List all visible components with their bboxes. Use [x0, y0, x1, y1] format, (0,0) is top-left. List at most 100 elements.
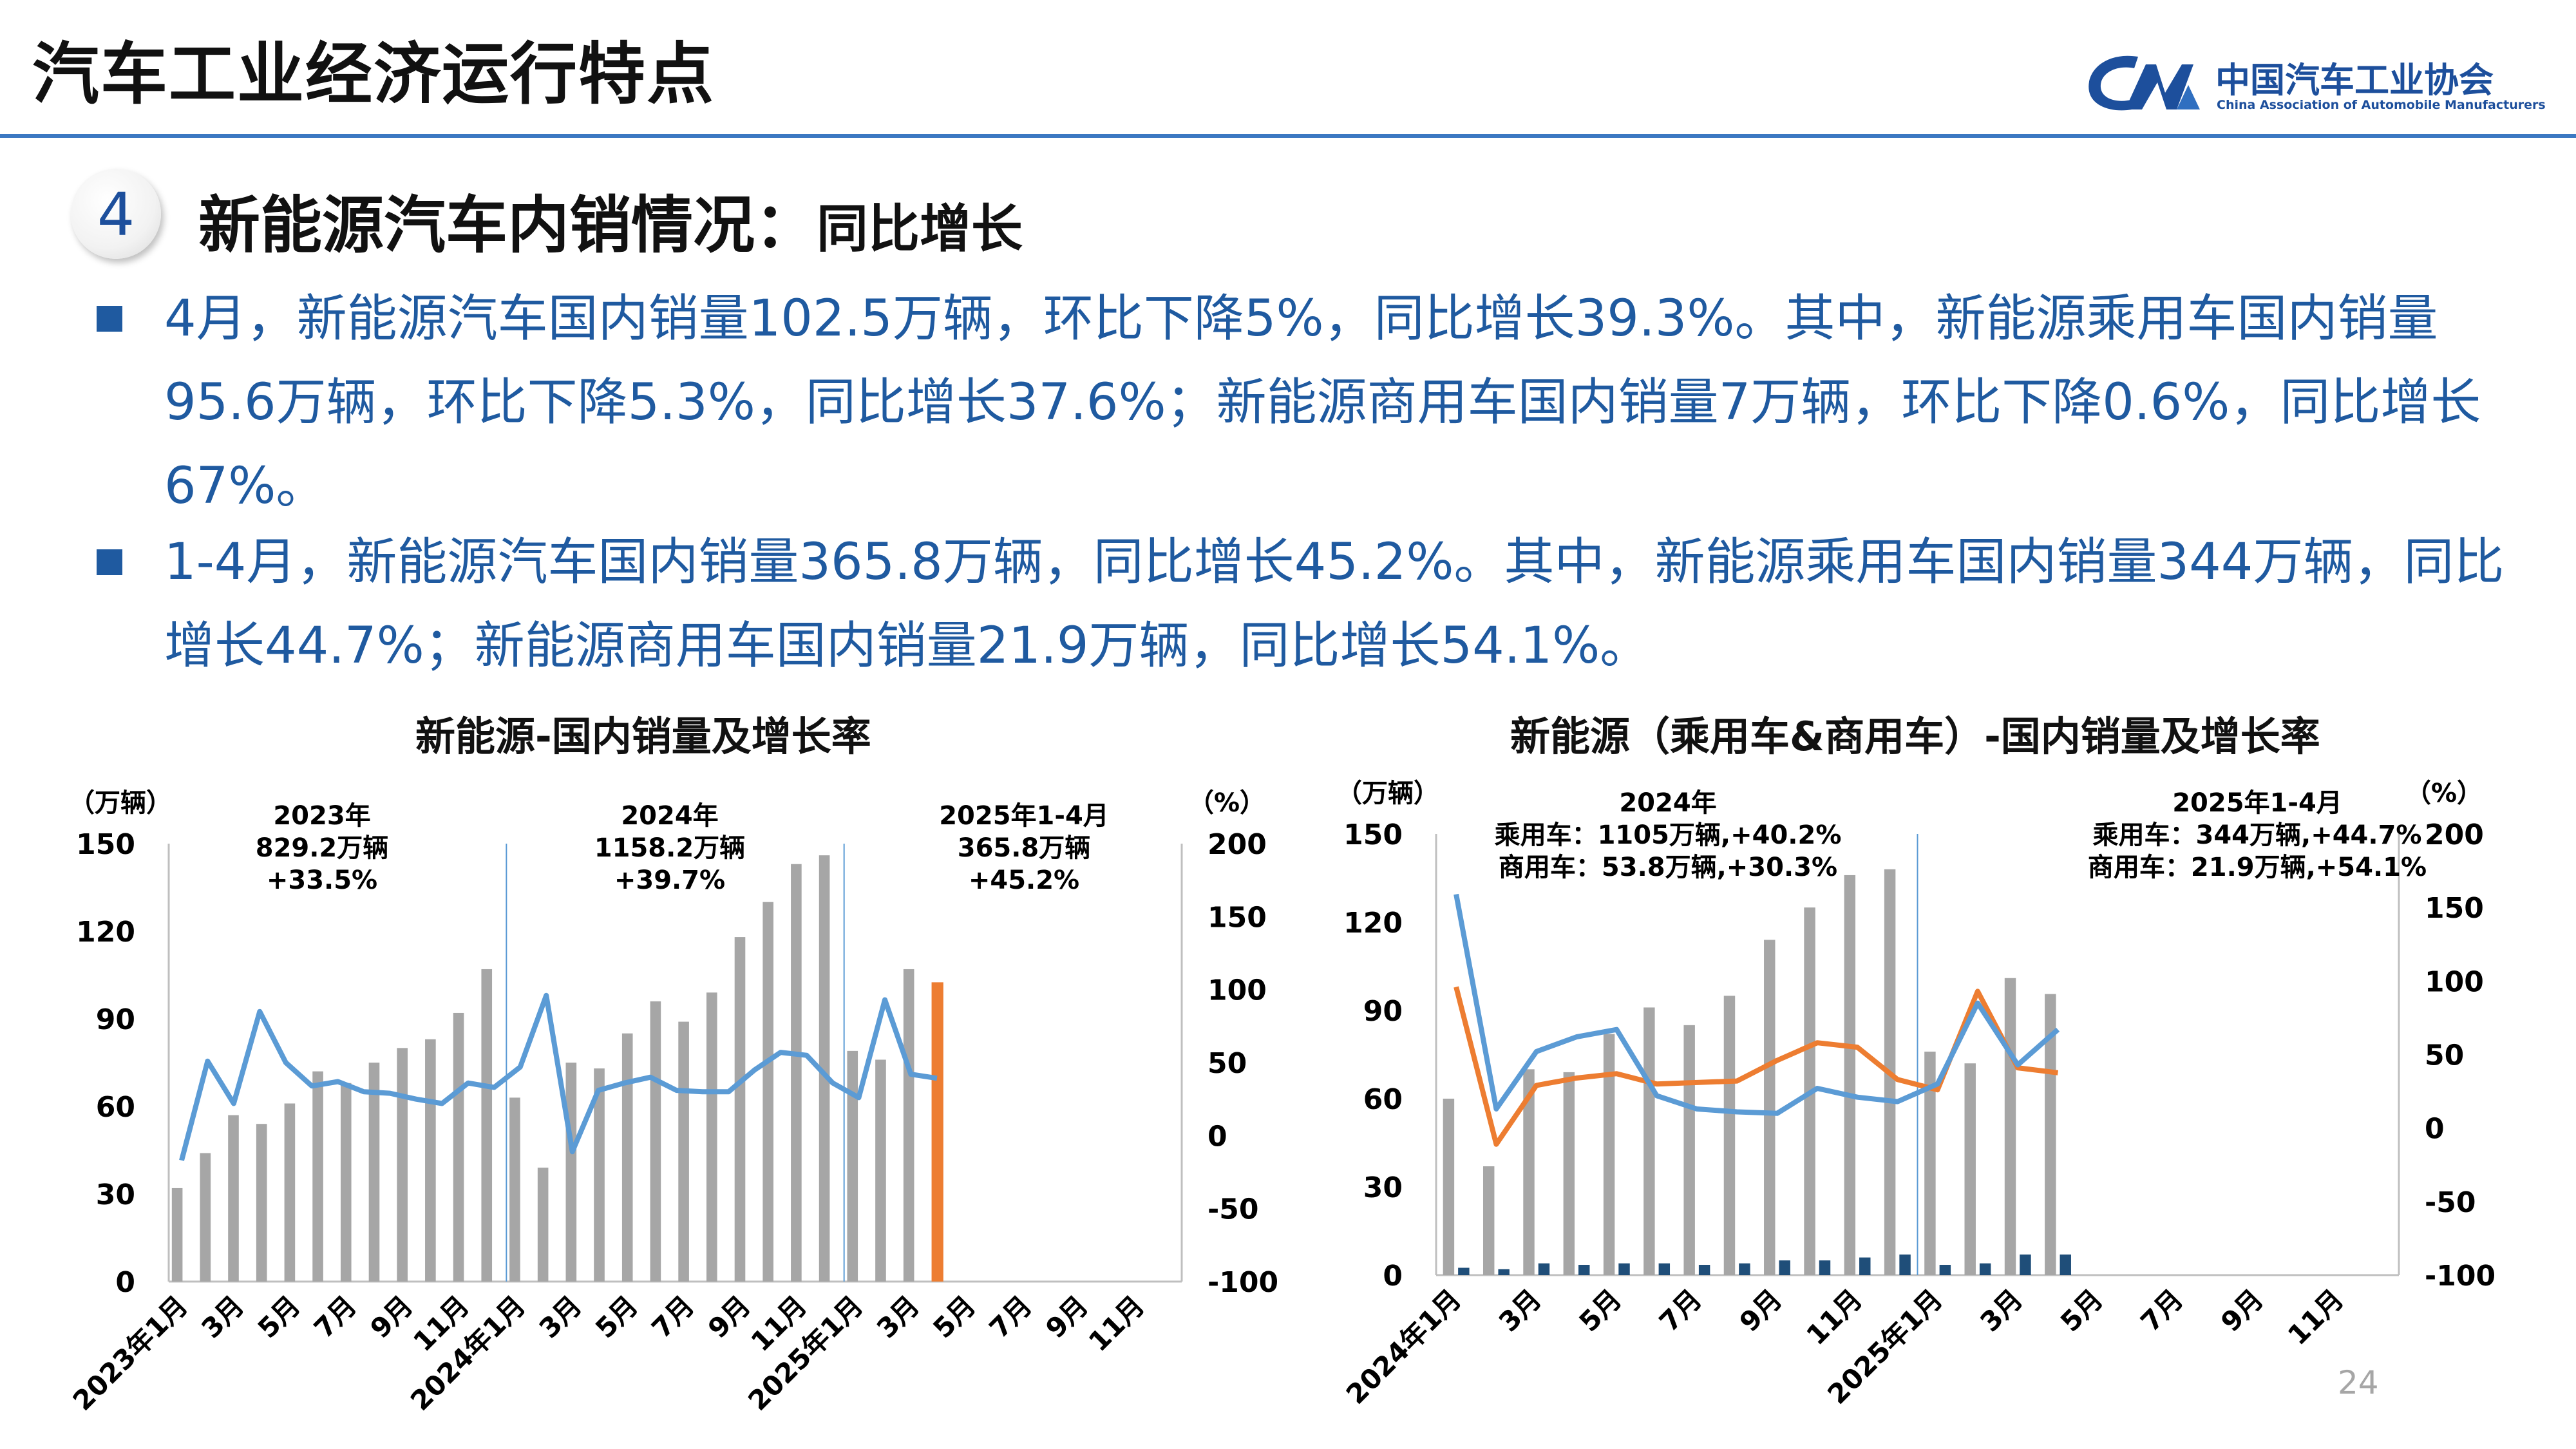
bar-commercial	[1538, 1263, 1550, 1275]
bar-commercial	[1658, 1263, 1671, 1275]
annotation-line: 乘用车：1105万辆,+40.2%	[1495, 820, 1842, 850]
bar-passenger	[1482, 1166, 1495, 1275]
logo-text-en: China Association of Automobile Manufact…	[2217, 98, 2546, 112]
logo: 中国汽车工业协会 China Association of Automobile…	[2080, 45, 2557, 122]
bar	[762, 902, 773, 1282]
x-tick-label: 11月	[1800, 1283, 1868, 1351]
y-right-tick: -50	[1208, 1193, 1259, 1226]
y-right-tick: 0	[1208, 1120, 1227, 1153]
annotation-line: 365.8万辆	[958, 833, 1091, 863]
chart1: （万辆） （%） 150 120 90 60 30 0 200 150 100 50 0 -50 -100 2…	[67, 788, 1279, 1417]
bar-commercial	[1498, 1269, 1510, 1275]
x-tick-label: 3月	[195, 1289, 250, 1344]
bar-commercial	[1899, 1255, 1911, 1275]
bar-passenger	[1764, 940, 1776, 1275]
bullet-text-1: 4月，新能源汽车国内销量102.5万辆，环比下降5%，同比增长39.3%。其中，…	[164, 290, 2481, 515]
page-title: 汽车工业经济运行特点	[32, 35, 715, 113]
bar-passenger	[1603, 1034, 1615, 1275]
bar	[397, 1048, 408, 1282]
bar-commercial	[1698, 1265, 1710, 1275]
annotation-line: 1158.2万辆	[594, 833, 745, 863]
y-right-tick: 100	[1208, 974, 1267, 1007]
bar	[706, 992, 717, 1282]
y-left-tick: 0	[1383, 1260, 1403, 1293]
annotation-line: 商用车：21.9万辆,+54.1%	[2088, 853, 2427, 882]
x-tick-label: 5月	[2054, 1283, 2109, 1338]
bar	[481, 969, 493, 1282]
bar-commercial	[1819, 1260, 1831, 1275]
bar	[537, 1168, 549, 1282]
bar	[284, 1103, 296, 1282]
bar-commercial	[1458, 1267, 1470, 1275]
bar-highlight	[931, 982, 943, 1282]
x-tick-label: 2024年1月	[1340, 1283, 1467, 1410]
section-title: 新能源汽车内销情况：同比增长	[198, 175, 1023, 265]
chart2: （万辆） （%） 150 120 90 60 30 0 200 150 100 50 0 -50 -100 2…	[1336, 779, 2496, 1410]
y-right-tick: 50	[1208, 1047, 1247, 1080]
y-left-tick: 120	[76, 916, 135, 949]
y-right-tick: 100	[2425, 965, 2484, 998]
bar-passenger	[1643, 1007, 1655, 1275]
bar	[256, 1124, 267, 1282]
caam-logo-icon	[2088, 55, 2200, 111]
bar-passenger	[1723, 996, 1736, 1275]
annotation-line: 2025年1-4月	[939, 801, 1109, 831]
bar-commercial	[1779, 1260, 1790, 1275]
bar	[734, 937, 746, 1282]
bar	[621, 1033, 633, 1282]
annotation-line: 829.2万辆	[256, 833, 389, 863]
y-left-tick: 120	[1343, 907, 1403, 940]
y-left-tick: 60	[96, 1091, 135, 1124]
y-left-tick: 90	[1363, 995, 1403, 1028]
y-right-tick: 200	[2425, 819, 2484, 851]
annotation-line: 2023年	[273, 801, 370, 831]
y-left-tick: 150	[1343, 819, 1403, 851]
bar-commercial	[1979, 1263, 1991, 1275]
bar-commercial	[1618, 1263, 1630, 1275]
bar	[368, 1063, 380, 1282]
chart2-title: 新能源（乘用车&商用车）-国内销量及增长率	[1510, 713, 2320, 760]
bar-passenger	[2045, 994, 2056, 1275]
bar-passenger	[1443, 1099, 1455, 1275]
bar-commercial	[2020, 1255, 2031, 1275]
x-tick-label: 5月	[252, 1289, 307, 1344]
y-right-tick: -100	[2425, 1260, 2496, 1293]
y-left-tick: 30	[96, 1179, 135, 1211]
annotation-line: +39.7%	[614, 866, 725, 895]
y-right-unit: （%）	[1188, 788, 1265, 818]
x-tick-label: 5月	[589, 1289, 644, 1344]
bar	[171, 1188, 183, 1282]
bar-passenger	[1563, 1072, 1575, 1275]
x-tick-label: 7月	[1653, 1283, 1708, 1338]
bar	[565, 1063, 577, 1282]
bar	[340, 1083, 352, 1282]
x-tick-label: 3月	[1493, 1283, 1548, 1338]
y-right-tick: 0	[2425, 1113, 2445, 1146]
growth-line	[179, 992, 938, 1161]
x-tick-label: 3月	[871, 1289, 925, 1344]
bar-passenger	[1964, 1063, 1976, 1275]
x-tick-label: 7月	[983, 1289, 1038, 1344]
y-left-tick: 90	[96, 1003, 135, 1036]
bar	[425, 1039, 436, 1282]
annotation-line: +33.5%	[267, 866, 377, 895]
x-tick-label: 11月	[2282, 1283, 2350, 1351]
x-tick-label: 9月	[1734, 1283, 1788, 1338]
bar-passenger	[1683, 1025, 1695, 1275]
x-tick-label: 5月	[927, 1289, 981, 1344]
x-tick-label: 3月	[1974, 1283, 2029, 1338]
section-number: 4	[97, 180, 135, 249]
y-left-unit: （万辆）	[1336, 779, 1439, 808]
y-right-unit: （%）	[2405, 779, 2483, 808]
y-left-tick: 60	[1363, 1083, 1403, 1116]
bullet-text-2: 1-4月，新能源汽车国内销量365.8万辆，同比增长45.2%。其中，新能源乘用…	[164, 533, 2505, 675]
bar	[594, 1068, 605, 1282]
bar-commercial	[1578, 1265, 1590, 1275]
y-right-tick: -100	[1208, 1266, 1278, 1299]
bar-commercial	[1939, 1265, 1951, 1275]
x-tick-label: 7月	[308, 1289, 363, 1344]
x-tick-label: 7月	[645, 1289, 700, 1344]
page-number: 24	[2338, 1364, 2379, 1401]
x-tick-label: 7月	[2134, 1283, 2189, 1338]
bar	[819, 855, 830, 1282]
